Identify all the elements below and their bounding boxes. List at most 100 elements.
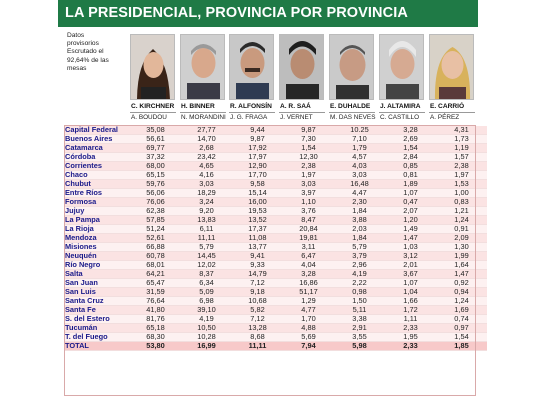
- vote-percentage: 3,11: [283, 242, 334, 252]
- vote-percentage: 1,07: [385, 278, 436, 288]
- vote-percentage: 11,11: [181, 233, 232, 243]
- province-name: Corrientes: [64, 161, 130, 171]
- vote-percentage: 1,10: [283, 197, 334, 207]
- vote-percentage: 3,28: [385, 126, 436, 135]
- vote-percentage: 9,33: [232, 260, 283, 270]
- vote-percentage: 4,04: [283, 260, 334, 270]
- table-row: Chaco 65,15 4,16 17,70 1,97 3,03 0,81 1,97: [64, 170, 487, 180]
- vote-percentage: 51,24: [130, 224, 181, 234]
- vote-percentage: 68,30: [130, 332, 181, 342]
- vote-percentage: 2,69: [385, 134, 436, 144]
- vote-percentage: 1,53: [436, 179, 487, 189]
- vote-percentage: 5,11: [334, 305, 385, 315]
- header-divider: [229, 112, 275, 113]
- vote-percentage: 62,38: [130, 206, 181, 216]
- table-row: San Juan 65,47 6,34 7,12 16,86 2,22 1,07 0,92: [64, 278, 487, 288]
- vote-percentage: 6,34: [181, 278, 232, 288]
- total-label: TOTAL: [64, 341, 130, 351]
- vote-percentage: 7,10: [334, 134, 385, 144]
- vote-percentage: 3,03: [181, 179, 232, 189]
- vote-percentage: 1,00: [436, 188, 487, 198]
- table-row: Misiones 66,88 5,79 13,77 3,11 5,79 1,03 1,30: [64, 242, 487, 252]
- table-row: T. del Fuego 68,30 10,28 8,68 5,69 3,55 1,95 1,…: [64, 332, 487, 342]
- province-name: San Juan: [64, 278, 130, 288]
- vote-percentage: 11,11: [232, 341, 283, 351]
- results-table: Capital Federal 35,08 27,77 9,44 9,87 10.25 3,…: [64, 126, 487, 351]
- province-name: Chubut: [64, 179, 130, 189]
- vote-percentage: 3,24: [181, 197, 232, 207]
- header-divider: [180, 112, 226, 113]
- vote-percentage: 23,42: [181, 152, 232, 162]
- vote-percentage: 37,32: [130, 152, 181, 162]
- vote-percentage: 0,83: [436, 197, 487, 207]
- vote-percentage: 1,79: [334, 143, 385, 153]
- vote-percentage: 15,14: [232, 188, 283, 198]
- table-row: Catamarca 69,77 2,68 17,92 1,54 1,79 1,54 1,19: [64, 143, 487, 153]
- province-name: S. del Estero: [64, 314, 130, 324]
- candidate-name: E. CARRIÓ: [430, 103, 465, 110]
- vote-percentage: 8,47: [283, 215, 334, 225]
- table-row: Formosa 76,06 3,24 16,00 1,10 2,30 0,47 0,83: [64, 197, 487, 207]
- candidate-photo-alfonsin: [229, 34, 274, 100]
- province-name: Salta: [64, 269, 130, 279]
- vote-percentage: 2,91: [334, 323, 385, 333]
- province-name: Misiones: [64, 242, 130, 252]
- vote-percentage: 14,45: [181, 251, 232, 261]
- vote-percentage: 65,18: [130, 323, 181, 333]
- vote-percentage: 9,41: [232, 251, 283, 261]
- province-name: Córdoba: [64, 152, 130, 162]
- vote-percentage: 68,01: [130, 260, 181, 270]
- vote-percentage: 7,94: [283, 341, 334, 351]
- vote-percentage: 2,38: [283, 161, 334, 171]
- vote-percentage: 14,79: [232, 269, 283, 279]
- vote-percentage: 14,70: [181, 134, 232, 144]
- table-row: La Pampa 57,85 13,83 13,52 8,47 3,88 1,20 1,24: [64, 215, 487, 225]
- vote-percentage: 2,84: [385, 152, 436, 162]
- vote-percentage: 2,33: [385, 323, 436, 333]
- vote-percentage: 1,50: [334, 296, 385, 306]
- vote-percentage: 5,09: [181, 287, 232, 297]
- vote-percentage: 66,88: [130, 242, 181, 252]
- vote-percentage: 2,07: [385, 206, 436, 216]
- vote-percentage: 18,29: [181, 188, 232, 198]
- vote-percentage: 1,47: [385, 233, 436, 243]
- vote-percentage: 39,10: [181, 305, 232, 315]
- province-name: Entre Ríos: [64, 188, 130, 198]
- vote-percentage: 52,61: [130, 233, 181, 243]
- candidate-photo-altamira: [379, 34, 424, 100]
- vote-percentage: 17,97: [232, 152, 283, 162]
- province-name: Formosa: [64, 197, 130, 207]
- vote-percentage: 9,20: [181, 206, 232, 216]
- vote-percentage: 9,44: [232, 126, 283, 135]
- vote-percentage: 27,77: [181, 126, 232, 135]
- vote-percentage: 3,12: [385, 251, 436, 261]
- vote-percentage: 1,54: [436, 332, 487, 342]
- province-name: Tucumán: [64, 323, 130, 333]
- vote-percentage: 3,03: [283, 179, 334, 189]
- candidate-name: C. KIRCHNER: [131, 103, 175, 110]
- running-mate-name: M. DAS NEVES: [330, 114, 376, 121]
- header-divider: [429, 112, 475, 113]
- vote-percentage: 3,88: [334, 215, 385, 225]
- candidate-name: J. ALTAMIRA: [380, 103, 421, 110]
- table-row: S. del Estero 81,76 4,19 7,12 1,70 3,38 1,11 0,…: [64, 314, 487, 324]
- vote-percentage: 2,38: [436, 161, 487, 171]
- vote-percentage: 10,68: [232, 296, 283, 306]
- vote-percentage: 2,22: [334, 278, 385, 288]
- vote-percentage: 4,16: [181, 170, 232, 180]
- vote-percentage: 2,03: [334, 224, 385, 234]
- vote-percentage: 1,07: [385, 188, 436, 198]
- vote-percentage: 16,99: [181, 341, 232, 351]
- vote-percentage: 1,11: [385, 314, 436, 324]
- running-mate-name: A. BOUDOU: [131, 114, 167, 121]
- vote-percentage: 64,21: [130, 269, 181, 279]
- vote-percentage: 5,79: [181, 242, 232, 252]
- vote-percentage: 4,47: [334, 188, 385, 198]
- running-mate-name: A. PÉREZ: [430, 114, 460, 121]
- vote-percentage: 1,57: [436, 152, 487, 162]
- note-line: Escrutado el: [67, 48, 104, 56]
- candidate-name: H. BINNER: [181, 103, 215, 110]
- vote-percentage: 0,94: [436, 287, 487, 297]
- province-name: Chaco: [64, 170, 130, 180]
- note-line: 92,64% de las: [67, 56, 109, 64]
